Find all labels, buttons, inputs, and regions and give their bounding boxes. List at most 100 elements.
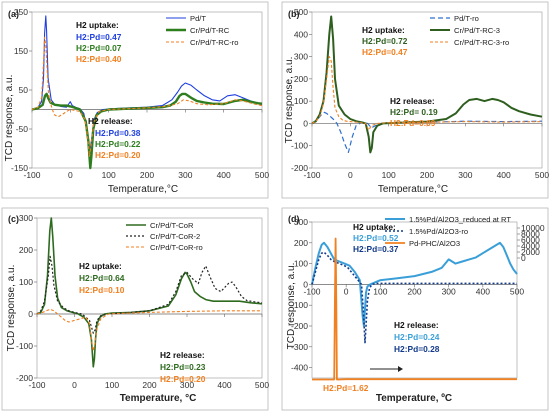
- panel-d-label: (d): [288, 214, 300, 224]
- panel-d-xlabel: Temperature, ºC: [376, 393, 452, 404]
- legend-label-cr-pd-t-cor: Cr/Pd/T-CoR: [150, 221, 194, 230]
- panel-d-annotations: H2 uptake: H2:Pd=0.52 H2:Pd=0.37 H2 rele…: [323, 222, 440, 393]
- panel-c-xlabel: Temperature, °C: [120, 393, 197, 404]
- x-tick-label: 300: [458, 170, 472, 180]
- annotation-uptake-title: H2 uptake:: [79, 261, 122, 271]
- plot-area: [311, 11, 543, 169]
- x-tick-label: 0: [72, 380, 77, 390]
- x-tick-label: 400: [497, 170, 511, 180]
- y-tick-label: 250: [14, 7, 28, 17]
- legend-label-cr-pd-t-rc-ro: Cr/Pd/T-RC-ro: [190, 38, 239, 47]
- y-tick-label: 200: [294, 74, 308, 84]
- annotation-uptake-2: H2:Pd=0.10: [79, 285, 125, 295]
- x-tick-label: -100: [28, 380, 45, 390]
- y-tick-label: -50: [16, 124, 29, 134]
- annotation-uptake-title: H2 uptake:: [76, 20, 119, 30]
- panel-a-legend: Pd/T Cr/Pd/T-RC Cr/Pd/T-RC-ro: [166, 14, 239, 47]
- panel-b-label: (b): [288, 9, 300, 19]
- y-right-tick-label: 10000: [521, 223, 545, 233]
- y-right-tick-label: 2000: [521, 247, 540, 257]
- legend-label-cr-pd-t-cor-2: Cr/Pd/T-CoR-2: [150, 232, 200, 241]
- series-line-cr-pd-t-rc-3-ro: [311, 56, 543, 131]
- panel-c-legend: Cr/Pd/T-CoR Cr/Pd/T-CoR-2 Cr/Pd/T-CoR-ro: [126, 221, 203, 252]
- panel-b-ylabel: TCD response, a.u.: [284, 57, 295, 144]
- panel-c: (c) -100 0 100 200 300 400 500-200-10001002003…: [1, 207, 269, 411]
- y-tick-label: 50: [19, 85, 29, 95]
- series-line-pd-phc-al2o3: [312, 237, 517, 381]
- annotation-release-2: H2:Pd=0.09: [390, 118, 436, 128]
- series-line-cr-pd-t-cor-ro: [36, 308, 262, 352]
- panel-c-border: [1, 207, 269, 411]
- y-tick-label: 300: [294, 52, 308, 62]
- legend-label-cr-pd-t-rc: Cr/Pd/T-RC: [190, 26, 230, 35]
- panel-d: (d) -100 0 100 200 300 400 500-400-300-200-100…: [281, 207, 549, 411]
- y-tick-label: 100: [19, 277, 33, 287]
- plot-area: [311, 221, 518, 379]
- annotation-uptake-2: H2:Pd=0.37: [353, 244, 399, 254]
- y-tick-label: 200: [294, 238, 308, 248]
- legend-label-pd-phc: Pd-PHC/Al2O3: [409, 239, 460, 248]
- panel-b: (b) -100 0 100 200 300 400 500-200-10001002003…: [281, 1, 549, 199]
- y-tick-label: -300: [291, 342, 308, 352]
- annotation-uptake-2: H2:Pd=0.07: [76, 43, 122, 53]
- x-tick-label: -100: [303, 286, 320, 296]
- annotation-uptake-3: H2:Pd=0.40: [76, 54, 122, 64]
- y-right-tick-label: 6000: [521, 235, 540, 245]
- x-tick-label: 400: [217, 380, 231, 390]
- annotation-uptake-title: H2 uptake:: [353, 222, 396, 232]
- plot-area: [36, 217, 263, 379]
- annotation-release-1: H2:Pd=0.24: [394, 332, 440, 342]
- y-tick-label: 400: [294, 29, 308, 39]
- x-tick-label: -100: [23, 170, 40, 180]
- panel-c-ylabel: TCD response, a.u.: [6, 265, 17, 352]
- x-tick-label: 0: [348, 170, 353, 180]
- panel-a-annotations: H2 uptake: H2:Pd=0.47 H2:Pd=0.07 H2:Pd=0…: [76, 20, 141, 160]
- y-tick-label: 100: [294, 96, 308, 106]
- y-tick-label: -100: [291, 141, 308, 151]
- y-right-tick-label: 4000: [521, 241, 540, 251]
- y-tick-label: 200: [19, 245, 33, 255]
- annotation-release-title: H2 release:: [88, 116, 133, 126]
- annotation-release-2: H2:Pd=0.20: [160, 374, 206, 384]
- y-tick-label: -200: [291, 321, 308, 331]
- y-tick-label: -150: [11, 163, 28, 173]
- x-tick-label: 100: [105, 380, 119, 390]
- x-tick-label: 0: [344, 286, 349, 296]
- x-tick-label: 300: [180, 380, 194, 390]
- annotation-release-2: H2:Pd=0.22: [95, 139, 141, 149]
- annotation-release-2: H2:Pd=0.28: [394, 344, 440, 354]
- annotation-release-title: H2 release:: [160, 350, 205, 360]
- annotation-uptake-2: H2:Pd=0.47: [362, 47, 408, 57]
- arrow-head-icon: [398, 366, 403, 372]
- panel-b-annotations: H2 uptake: H2:Pd=0.72 H2:Pd=0.47 H2 rele…: [362, 25, 438, 128]
- annotation-release-1: H2:Pd=0.38: [95, 128, 141, 138]
- x-tick-label: 300: [178, 170, 192, 180]
- y-tick-label: -100: [291, 300, 308, 310]
- y-tick-label: 150: [14, 46, 28, 56]
- x-tick-label: 200: [140, 170, 154, 180]
- annotation-release-title: H2 release:: [390, 96, 435, 106]
- x-tick-label: 100: [373, 286, 387, 296]
- y-tick-label: 500: [294, 7, 308, 17]
- legend-label-pd-t-ro: Pd/T-ro: [454, 14, 479, 23]
- y-tick-label: 0: [303, 279, 308, 289]
- annotation-uptake-1: H2:Pd=0.52: [353, 233, 399, 243]
- y-tick-label: -100: [16, 341, 33, 351]
- annotation-uptake-1: H2:Pd=0.47: [76, 32, 122, 42]
- series-line-cr-pd-t-rc-3: [311, 15, 543, 154]
- annotation-release-1: H2:Pd= 0.19: [390, 107, 438, 117]
- y-tick-label: -200: [291, 163, 308, 173]
- x-tick-label: 200: [420, 170, 434, 180]
- legend-label-cr-pd-t-cor-ro: Cr/Pd/T-CoR-ro: [150, 243, 203, 252]
- annotation-uptake-1: H2:Pd=0.64: [79, 273, 125, 283]
- panel-c-annotations: H2 uptake: H2:Pd=0.64 H2:Pd=0.10 H2 rele…: [79, 261, 206, 384]
- panel-b-xlabel: Temperature,°C: [378, 184, 448, 195]
- x-tick-label: -100: [303, 170, 320, 180]
- annotation-uptake-title: H2 uptake:: [362, 25, 405, 35]
- y-tick-label: 0: [303, 118, 308, 128]
- legend-label-pd-al2o3-rt: 1.5%Pd/Al2O3_reduced at RT: [409, 215, 511, 224]
- x-tick-label: 200: [142, 380, 156, 390]
- x-tick-label: 500: [255, 170, 269, 180]
- legend-label-cr-pd-t-rc-3-ro: Cr/Pd/T-RC-3-ro: [454, 38, 509, 47]
